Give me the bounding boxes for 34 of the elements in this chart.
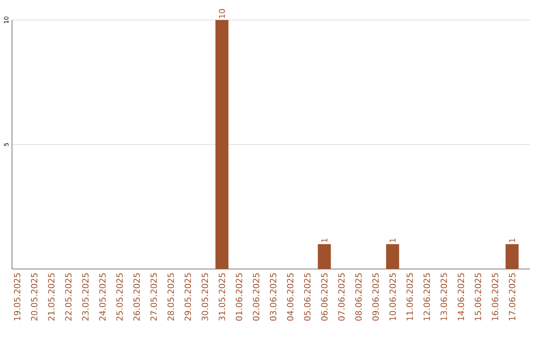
x-tick-label: 10.06.2025 <box>389 273 396 320</box>
x-tick-label: 29.05.2025 <box>184 273 192 321</box>
x-tick-label: 03.06.2025 <box>270 273 276 321</box>
x-tick-label: 28.05.2025 <box>168 273 174 321</box>
x-tick-label: 15.06.2025 <box>474 273 482 320</box>
x-tick-label: 11.06.2025 <box>406 273 413 320</box>
x-tick-label: 30.05.2025 <box>202 273 208 321</box>
x-tick-label: 07.06.2025 <box>338 273 345 321</box>
x-tick-label: 26.05.2025 <box>133 273 140 321</box>
data-label: 1 <box>390 238 396 242</box>
x-tick-label: 12.06.2025 <box>424 273 430 320</box>
x-tick-label: 01.06.2025 <box>236 273 242 321</box>
x-tick-label: 16.06.2025 <box>492 273 498 320</box>
x-tick-label: 20.05.2025 <box>30 273 38 321</box>
x-tick-label: 17.06.2025 <box>508 273 516 320</box>
x-tick-label: 09.06.2025 <box>372 273 379 321</box>
x-tick-label: 25.05.2025 <box>116 273 123 321</box>
x-tick-label: 02.06.2025 <box>252 273 260 321</box>
x-tick-label: 23.05.2025 <box>82 273 89 321</box>
x-tick-label: 21.05.2025 <box>48 273 54 321</box>
x-tick-label: 24.05.2025 <box>99 273 106 321</box>
x-tick-label: 06.06.2025 <box>321 273 328 321</box>
x-tick-label: 31.05.2025 <box>218 273 226 321</box>
data-label: 1 <box>321 238 328 242</box>
x-tick-label: 19.05.2025 <box>14 273 20 320</box>
x-tick-label: 27.05.2025 <box>150 273 157 321</box>
data-label: 10 <box>218 9 225 18</box>
x-tick-label: 05.06.2025 <box>304 273 310 321</box>
data-label: 1 <box>509 238 516 242</box>
x-tick-label: 22.05.2025 <box>65 273 72 321</box>
x-tick-label: 14.06.2025 <box>458 273 464 320</box>
x-tick-label: 13.06.2025 <box>440 273 448 320</box>
x-tick-label: 04.06.2025 <box>286 273 294 321</box>
x-tick-label: 08.06.2025 <box>355 273 362 321</box>
